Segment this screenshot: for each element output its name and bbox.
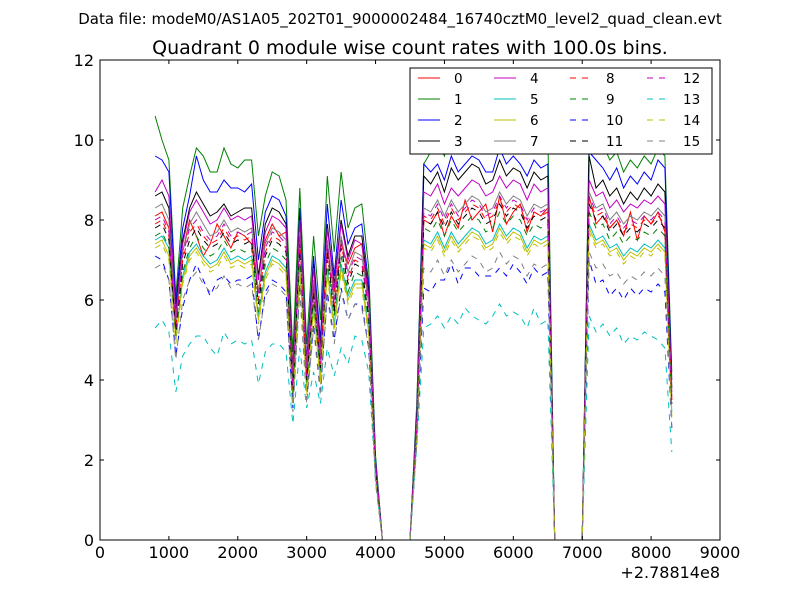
y-tick-label: 0: [84, 531, 94, 550]
y-tick-label: 6: [84, 291, 94, 310]
legend-label-13: 13: [683, 92, 700, 108]
y-tick-label: 2: [84, 451, 94, 470]
plot-area: [154, 114, 673, 541]
x-tick-label: 5000: [424, 543, 465, 562]
legend-label-9: 9: [606, 92, 615, 108]
axes: 0 1000 2000 3000 4000 5000 6000 7000 8000 9000 0 2 4…: [74, 51, 741, 562]
series-line-6: [154, 226, 673, 541]
legend-label-5: 5: [530, 92, 539, 108]
x-offset-label: +2.78814e8: [620, 563, 720, 582]
legend-label-6: 6: [530, 113, 539, 129]
legend-label-4: 4: [530, 71, 539, 87]
x-tick-label: 3000: [286, 543, 327, 562]
series-line-12: [154, 194, 673, 541]
y-tick-label: 4: [84, 371, 94, 390]
x-tick-label: 4000: [355, 543, 396, 562]
legend-label-10: 10: [606, 113, 623, 129]
series-line-13: [154, 302, 673, 541]
legend-label-15: 15: [683, 134, 700, 150]
legend-label-14: 14: [683, 113, 700, 129]
y-tick-label: 8: [84, 211, 94, 230]
x-tick-label: 2000: [217, 543, 258, 562]
legend-box: [409, 67, 713, 155]
legend-label-11: 11: [606, 134, 623, 150]
chart-title: Quadrant 0 module wise count rates with …: [152, 37, 668, 59]
series-line-15: [154, 250, 673, 541]
y-tick-label: 10: [74, 131, 94, 150]
legend-label-8: 8: [606, 71, 615, 87]
x-tick-label: 7000: [562, 543, 603, 562]
x-tick-label: 8000: [631, 543, 672, 562]
y-tick-label: 12: [74, 51, 94, 70]
legend-label-0: 0: [454, 71, 463, 87]
chart-suptitle: Data file: modeM0/AS1A05_202T01_90000024…: [78, 10, 722, 29]
x-tick-label: 1000: [149, 543, 190, 562]
legend-label-12: 12: [683, 71, 700, 87]
x-tick-label: 0: [95, 543, 105, 562]
legend-label-3: 3: [454, 134, 463, 150]
legend-label-1: 1: [454, 92, 463, 108]
legend-label-2: 2: [454, 113, 463, 129]
x-tick-label: 9000: [700, 543, 741, 562]
legend-label-7: 7: [530, 134, 539, 150]
x-tick-label: 6000: [493, 543, 534, 562]
